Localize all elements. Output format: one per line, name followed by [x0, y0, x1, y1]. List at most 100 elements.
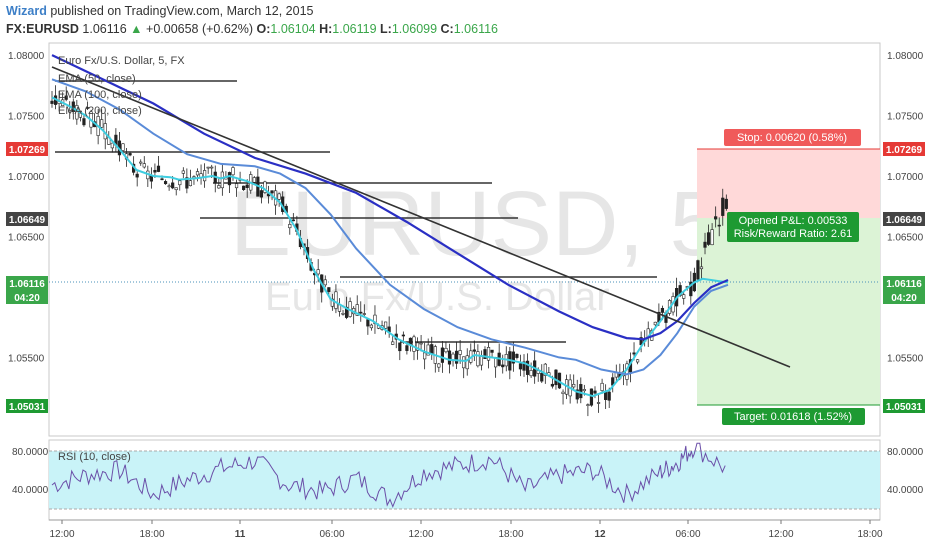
price-tick-label: 1.07500	[8, 112, 45, 123]
left-badge-entry	[6, 212, 48, 226]
high-label: H:	[319, 22, 333, 36]
right-badge-last-text: 1.06116	[886, 279, 922, 290]
stop-zone[interactable]	[697, 149, 880, 218]
left-badge-time-text: 04:20	[14, 293, 40, 304]
candle-body	[440, 347, 444, 363]
candle-body	[167, 185, 171, 188]
candle-body	[362, 313, 366, 315]
candle-body	[582, 389, 586, 392]
price-tick-label: 1.08000	[8, 51, 45, 62]
candle-body	[706, 232, 711, 245]
candle-body	[398, 342, 402, 352]
candle-body	[139, 161, 143, 164]
candle-body	[525, 360, 530, 375]
time-axis[interactable]: 12:00 18:00 11 06:00 12:00 18:00 12 06:00 12:00 1…	[49, 520, 883, 540]
stop-text: Stop: 0.00620 (0.58%)	[737, 132, 847, 144]
price-tick-label: 1.05500	[8, 353, 45, 364]
low-label: L:	[380, 22, 392, 36]
rsi-tick-40-right: 40.0000	[887, 485, 924, 496]
right-badge-entry-text: 1.06649	[886, 215, 923, 226]
candle-body	[210, 166, 214, 169]
candle-body	[721, 197, 725, 216]
right-badge-stop	[883, 142, 925, 156]
trend-line[interactable]	[51, 66, 791, 368]
candle-body	[412, 336, 416, 352]
candle-body	[128, 153, 132, 156]
candle-body	[291, 219, 295, 222]
rsi-tick-40-left: 40.0000	[12, 485, 49, 496]
candle-body	[554, 369, 558, 386]
pnl-box[interactable]	[727, 212, 859, 242]
candle-body	[540, 372, 544, 382]
left-badge-stop	[6, 142, 48, 156]
up-arrow-icon: ▲	[130, 22, 143, 36]
candle-body	[142, 163, 146, 168]
legend-rsi[interactable]: RSI (10, close)	[58, 451, 131, 463]
legend-ema100[interactable]: EMA (100, close)	[58, 89, 142, 101]
rsi-line[interactable]	[51, 442, 726, 508]
quote-line: FX:EURUSD 1.06116 ▲ +0.00658 (+0.62%) O:…	[6, 22, 498, 36]
time-tick-label: 06:00	[675, 529, 700, 540]
candle-body	[696, 260, 700, 280]
candle-body	[593, 390, 597, 394]
right-badge-target	[883, 399, 925, 413]
candle-body	[430, 344, 434, 355]
candle-body	[220, 171, 224, 189]
candle-body	[682, 294, 686, 299]
target-box[interactable]	[722, 408, 865, 425]
candle-body	[195, 171, 200, 176]
target-text: Target: 0.01618 (1.52%)	[734, 411, 852, 423]
candle-body	[355, 304, 359, 316]
candle-body	[245, 184, 249, 188]
publish-info: Wizard published on TradingView.com, Mar…	[6, 4, 314, 18]
low-value: 1.06099	[391, 22, 438, 36]
candle-body	[270, 190, 274, 194]
candle-body	[462, 356, 466, 369]
horizontal-levels[interactable]	[55, 80, 657, 343]
stop-box[interactable]	[724, 129, 861, 146]
price-axis[interactable]: 1.08000 1.08000 1.07500 1.07500 1.07000 1.070…	[8, 51, 924, 364]
author-link[interactable]: Wizard	[6, 4, 47, 18]
legend-title: Euro Fx/U.S. Dollar, 5, FX	[58, 55, 185, 67]
candle-body	[465, 355, 469, 370]
candle-body	[82, 118, 86, 126]
candle-body	[522, 361, 526, 371]
candle-body	[486, 347, 491, 361]
rsi-band	[49, 451, 880, 509]
target-zone[interactable]	[697, 218, 880, 405]
candle-body	[490, 349, 494, 353]
candle-body	[366, 319, 370, 327]
time-tick-label: 12:00	[49, 529, 74, 540]
time-tick-label: 18:00	[498, 529, 523, 540]
candle-body	[408, 337, 413, 345]
price-tick-label: 1.05500	[887, 353, 924, 364]
candle-body	[341, 312, 345, 315]
right-badge-time	[883, 290, 925, 304]
left-badge-target	[6, 399, 48, 413]
legend-ema200[interactable]: EMA (200, close)	[58, 105, 142, 117]
candle-body	[401, 334, 405, 337]
candle-body	[717, 224, 721, 227]
right-badge-entry	[883, 212, 925, 226]
rsi-tick-80-left: 80.0000	[12, 447, 49, 458]
candle-body	[579, 384, 583, 399]
time-tick-label: 12:00	[768, 529, 793, 540]
candle-body	[458, 350, 462, 355]
close-value: 1.06116	[453, 22, 498, 36]
right-badge-last	[883, 276, 925, 290]
candle-body	[160, 178, 164, 181]
candle-body	[330, 298, 334, 307]
time-tick-label: 18:00	[857, 529, 882, 540]
price-tick-label: 1.07000	[8, 172, 45, 183]
ema-50-line[interactable]	[51, 96, 729, 398]
pnl-text: Opened P&L: 0.00533	[739, 215, 848, 227]
ema-100-line[interactable]	[51, 78, 729, 376]
candle-body	[572, 383, 576, 388]
candle-body	[323, 279, 327, 286]
candle-body	[423, 352, 427, 360]
candle-body	[447, 350, 452, 365]
candle-body	[234, 183, 239, 189]
candle-body	[64, 95, 68, 100]
legend-ema50[interactable]: EMA (50, close)	[58, 73, 136, 85]
